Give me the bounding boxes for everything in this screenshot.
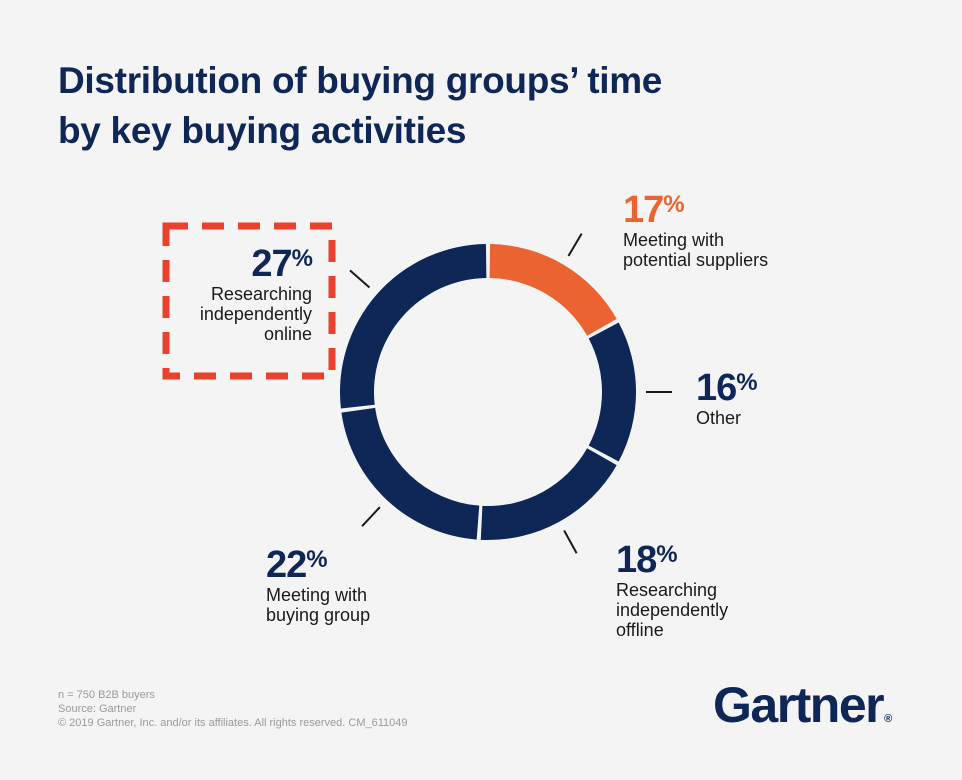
- highlight-box: [162, 222, 336, 380]
- value-meeting-suppliers: 17%: [623, 189, 685, 231]
- value-other: 16%: [696, 367, 758, 409]
- value-research-online: 27%: [251, 243, 313, 285]
- desc-research-offline-1: Researching: [616, 580, 718, 600]
- value-buying-group: 22%: [266, 544, 328, 586]
- sample-size-note: n = 750 B2B buyers: [58, 689, 155, 701]
- desc-other: Other: [696, 408, 742, 428]
- desc-research-online-2: independently: [199, 304, 312, 324]
- desc-research-offline-2: independently: [616, 600, 729, 620]
- footer-notes: n = 750 B2B buyers Source: Gartner © 201…: [58, 688, 408, 730]
- slice-buying-group: [341, 407, 480, 540]
- label-research-offline: 18% Researching independently offline: [616, 540, 728, 640]
- leader-buying-group: [361, 506, 381, 527]
- desc-meeting-suppliers-1: Meeting with: [623, 230, 725, 250]
- label-research-online: 27% Researching independently online: [160, 243, 313, 344]
- desc-research-online-1: Researching: [210, 284, 312, 304]
- label-buying-group: 22% Meeting with buying group: [266, 545, 370, 625]
- slice-meeting-suppliers: [489, 244, 617, 336]
- leader-research-offline: [563, 529, 578, 554]
- label-meeting-suppliers: 17% Meeting with potential suppliers: [623, 190, 768, 270]
- gartner-logo: Gartner®: [713, 677, 892, 733]
- desc-research-offline-3: offline: [616, 620, 664, 640]
- title-line-1: Distribution of buying groups’ time: [58, 60, 663, 101]
- copyright-note: © 2019 Gartner, Inc. and/or its affiliat…: [58, 717, 408, 729]
- leader-meeting-suppliers: [567, 233, 583, 257]
- desc-buying-group-1: Meeting with: [266, 585, 368, 605]
- desc-buying-group-2: buying group: [266, 605, 371, 625]
- leader-research-online: [349, 269, 371, 289]
- label-other: 16% Other: [696, 367, 758, 428]
- slice-research-online: [339, 244, 487, 409]
- slice-research-offline: [480, 448, 617, 541]
- desc-research-online-3: online: [263, 324, 312, 344]
- title-line-2: by key buying activities: [58, 110, 467, 151]
- chart-title: Distribution of buying groups’ time by k…: [58, 56, 662, 156]
- desc-meeting-suppliers-2: potential suppliers: [623, 250, 769, 270]
- source-note: Source: Gartner: [58, 703, 137, 715]
- slice-other: [588, 322, 637, 462]
- value-research-offline: 18%: [616, 539, 678, 581]
